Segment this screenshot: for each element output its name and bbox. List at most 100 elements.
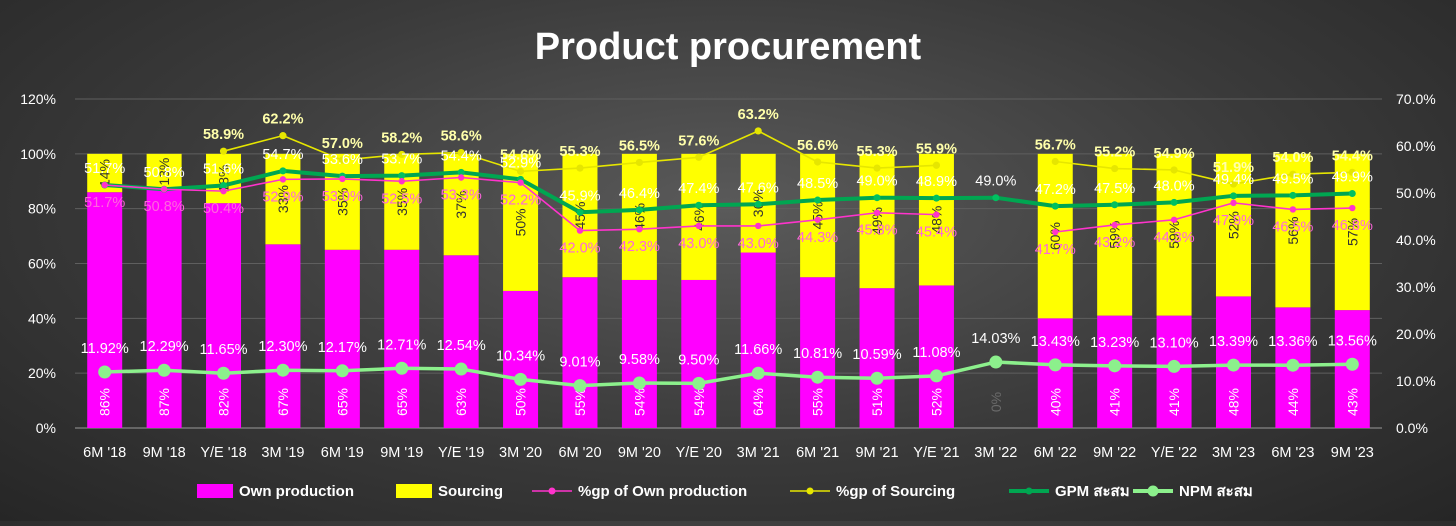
data-label-gp-sourcing: 58.6% [441, 129, 482, 145]
bar-sourcing [681, 153, 717, 280]
x-tick-label: 6M '20 [558, 445, 601, 461]
data-label-gpm: 49.0% [975, 174, 1016, 190]
y-right-tick-label: 20.0% [1396, 326, 1436, 342]
bar-own-production [503, 290, 539, 428]
bar-own-production [87, 192, 123, 428]
data-label-gp-own-production: 41.7% [1035, 242, 1076, 258]
marker-gpm [932, 194, 940, 202]
data-label-gpm: 49.4% [1213, 172, 1254, 188]
data-label-gp-own-production: 52.2% [500, 193, 541, 209]
bar-own-production [1037, 318, 1073, 428]
data-label-gp-sourcing: 55.3% [559, 144, 600, 160]
bar-label-own-production: 52% [928, 388, 944, 416]
bar-label-sourcing: 33% [275, 185, 291, 213]
bar-label-sourcing: 14% [97, 159, 113, 187]
data-label-gp-sourcing: 57.6% [678, 133, 719, 149]
bar-sourcing [1275, 153, 1311, 308]
marker-gp-sourcing [1170, 166, 1178, 174]
x-tick-label: Y/E '21 [913, 445, 959, 461]
bar-sourcing [1156, 153, 1192, 316]
marker-npm [573, 379, 587, 393]
marker-gp-sourcing [754, 127, 762, 135]
x-tick-label: 9M '21 [855, 445, 898, 461]
marker-gp-own-production [695, 222, 702, 230]
legend-marker [548, 487, 556, 495]
bar-sourcing [324, 153, 360, 250]
marker-gp-own-production [1289, 206, 1297, 213]
x-tick-label: 9M '23 [1331, 445, 1374, 461]
data-label-gpm: 47.5% [1094, 181, 1135, 197]
marker-gp-own-production [1170, 216, 1178, 223]
marker-npm [157, 363, 171, 377]
x-tick-label: 6M '22 [1034, 445, 1077, 461]
bar-label-own-production: 63% [453, 388, 469, 416]
marker-npm [514, 372, 528, 386]
bar-label-own-production: 51% [869, 388, 885, 416]
bar-label-own-production: 0% [988, 392, 1004, 412]
bar-sourcing [621, 153, 657, 280]
marker-gp-sourcing [814, 158, 822, 166]
y-right-tick-label: 50.0% [1396, 185, 1436, 201]
data-label-gp-own-production: 45.8% [856, 223, 897, 239]
x-tick-label: 9M '20 [618, 445, 661, 461]
marker-gpm [279, 167, 287, 175]
marker-npm [989, 355, 1003, 369]
marker-gp-own-production [339, 175, 346, 183]
data-label-npm: 11.08% [912, 345, 960, 361]
data-label-gp-own-production: 43.0% [738, 236, 779, 252]
data-label-npm: 11.66% [734, 342, 782, 358]
bar-label-sourcing: 37% [453, 191, 469, 219]
marker-gp-sourcing [516, 167, 525, 175]
x-tick-label: 3M '19 [261, 445, 304, 461]
data-label-npm: 12.71% [377, 337, 426, 353]
marker-gp-own-production [873, 209, 881, 216]
data-label-gp-own-production: 51.7% [84, 195, 125, 211]
chart-title: Product procurement [535, 26, 922, 68]
legend-label: Own production [239, 483, 354, 500]
y-left-tick-label: 60% [28, 256, 56, 272]
marker-npm [217, 366, 231, 380]
data-label-gpm: 48.5% [797, 176, 838, 192]
legend-label: %gp of Sourcing [836, 483, 955, 500]
bar-own-production [206, 203, 242, 428]
data-label-npm: 12.17% [318, 340, 367, 356]
data-label-gp-sourcing: 58.9% [203, 127, 244, 143]
bar-label-sourcing: 59% [1107, 221, 1123, 249]
bar-label-own-production: 65% [334, 388, 350, 416]
data-label-gp-own-production: 43.0% [678, 236, 719, 252]
data-label-gpm: 49.0% [856, 174, 897, 190]
bar-sourcing [1215, 153, 1251, 297]
data-label-npm: 9.01% [559, 355, 600, 371]
y-left-tick-label: 120% [20, 91, 56, 107]
marker-gpm [398, 172, 406, 180]
bar-sourcing [206, 153, 242, 204]
marker-npm [1345, 357, 1359, 371]
marker-npm [1048, 358, 1062, 372]
x-tick-label: Y/E '22 [1151, 445, 1197, 461]
y-left-tick-label: 20% [28, 365, 56, 381]
marker-npm [335, 364, 349, 378]
data-label-gpm: 52.9% [500, 155, 541, 171]
y-right-tick-label: 30.0% [1396, 279, 1436, 295]
marker-gpm [814, 196, 822, 204]
data-label-npm: 9.50% [678, 352, 719, 368]
y-right-tick-label: 70.0% [1396, 91, 1436, 107]
bar-sourcing [384, 153, 420, 250]
bar-label-own-production: 87% [156, 388, 172, 416]
data-label-npm: 11.65% [199, 342, 247, 358]
data-label-gpm: 51.6% [203, 161, 244, 177]
marker-gpm [992, 194, 1000, 202]
marker-npm [870, 371, 884, 385]
bar-label-own-production: 54% [691, 388, 707, 416]
bar-label-own-production: 54% [631, 388, 647, 416]
data-label-gpm: 47.2% [1035, 182, 1076, 198]
data-label-gp-own-production: 42.0% [559, 241, 600, 257]
marker-npm [454, 362, 468, 376]
marker-gp-own-production [398, 178, 405, 185]
x-tick-label: 9M '19 [380, 445, 423, 461]
marker-npm [692, 376, 706, 390]
bar-sourcing [918, 153, 954, 286]
marker-gp-sourcing [695, 153, 703, 161]
data-label-npm: 13.36% [1268, 334, 1317, 350]
bar-sourcing [800, 153, 836, 278]
